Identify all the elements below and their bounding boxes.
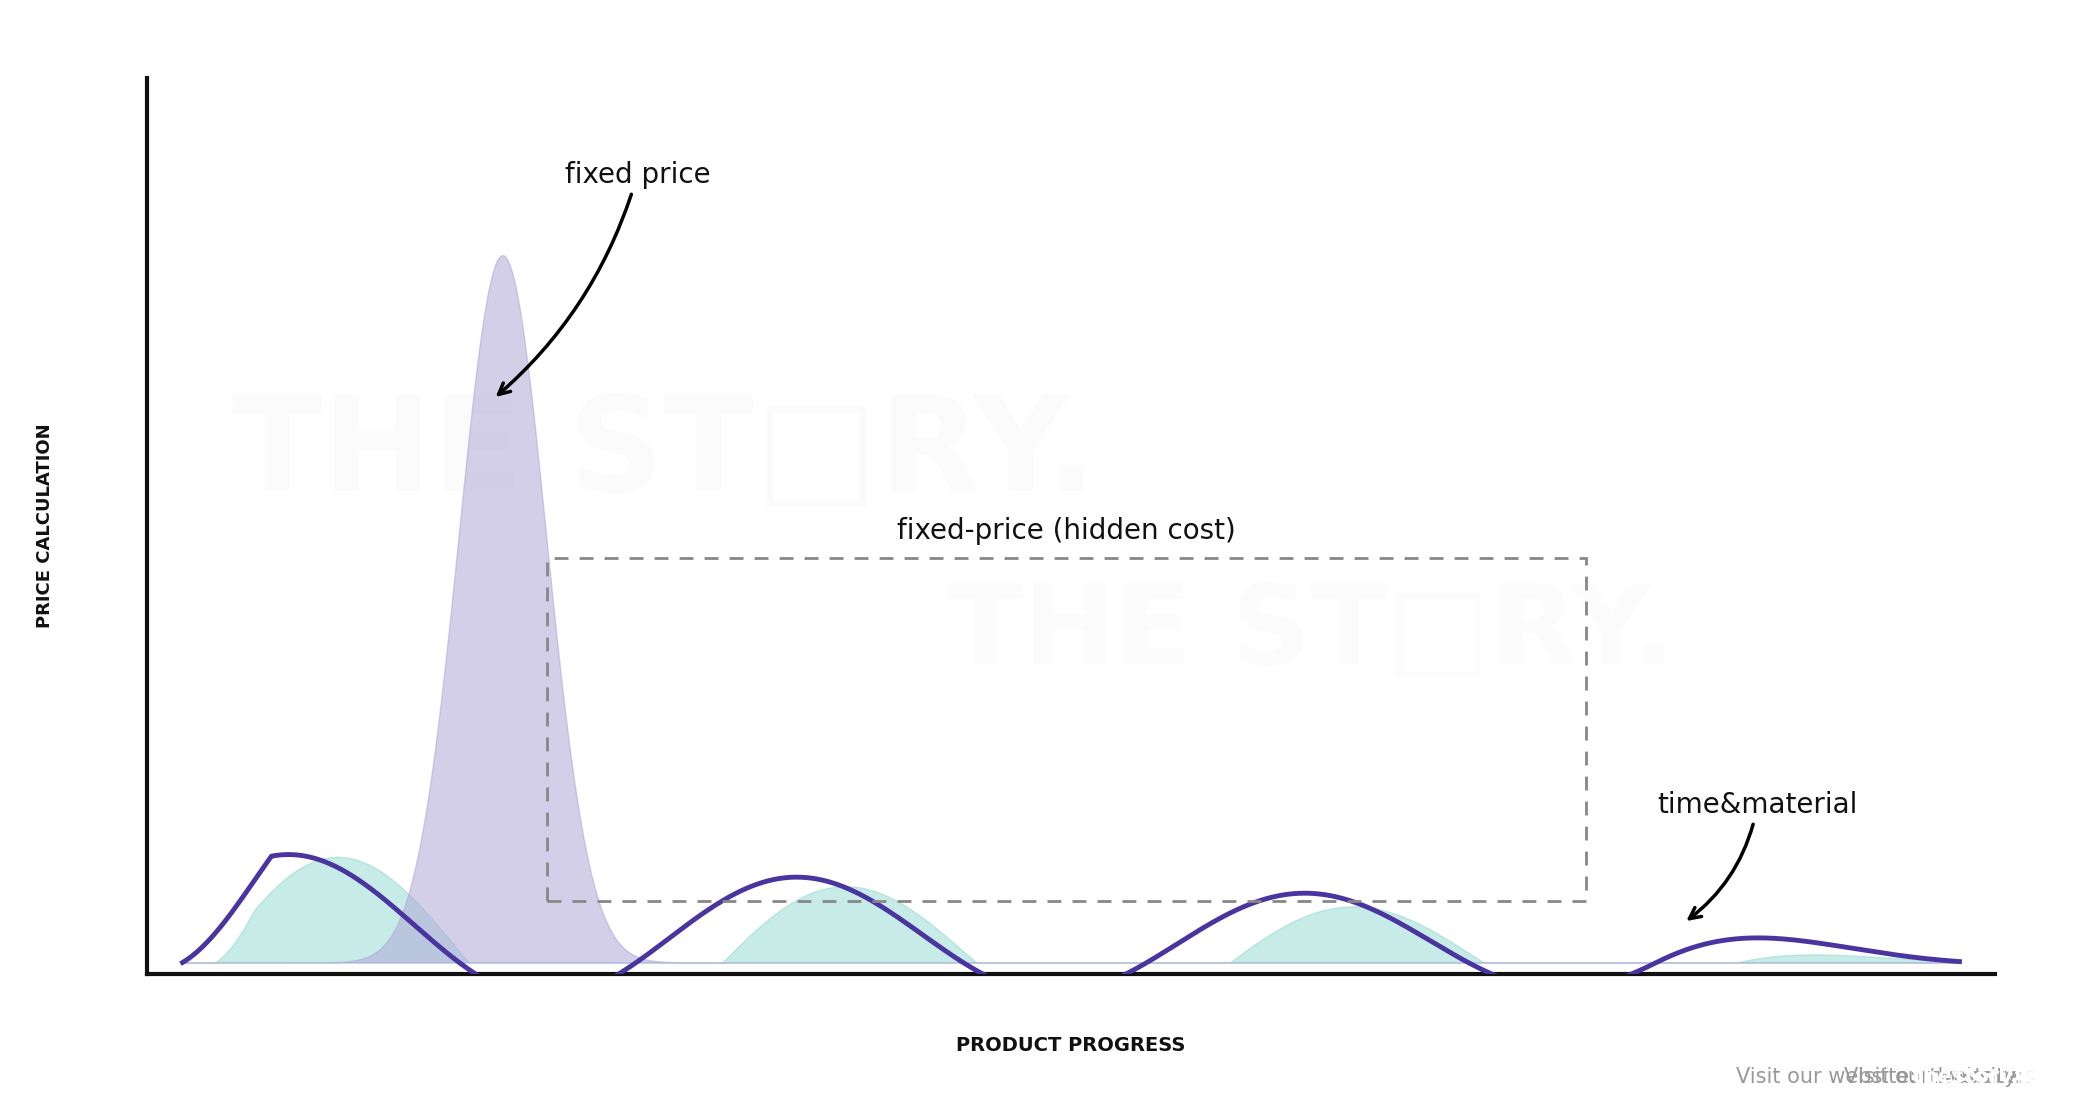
Text: THE ST□RY.: THE ST□RY.: [231, 391, 1096, 518]
Text: time&material: time&material: [1657, 791, 1858, 919]
Text: PRICE CALCULATION: PRICE CALCULATION: [36, 424, 55, 628]
Text: fixed-price (hidden cost): fixed-price (hidden cost): [897, 517, 1237, 545]
Text: Visit our website:  thestory.is: Visit our website: thestory.is: [1737, 1068, 2037, 1087]
Text: THE ST□RY.: THE ST□RY.: [947, 580, 1676, 687]
Text: Visit our website:: Visit our website:: [1844, 1068, 2037, 1087]
Bar: [546, 558, 1586, 901]
Text: fixed price: fixed price: [498, 161, 710, 395]
Text: thestory.is: thestory.is: [1745, 1068, 2037, 1087]
Text: THE ST□RY.: THE ST□RY.: [59, 1061, 277, 1093]
Text: PRODUCT PROGRESS: PRODUCT PROGRESS: [956, 1036, 1186, 1055]
